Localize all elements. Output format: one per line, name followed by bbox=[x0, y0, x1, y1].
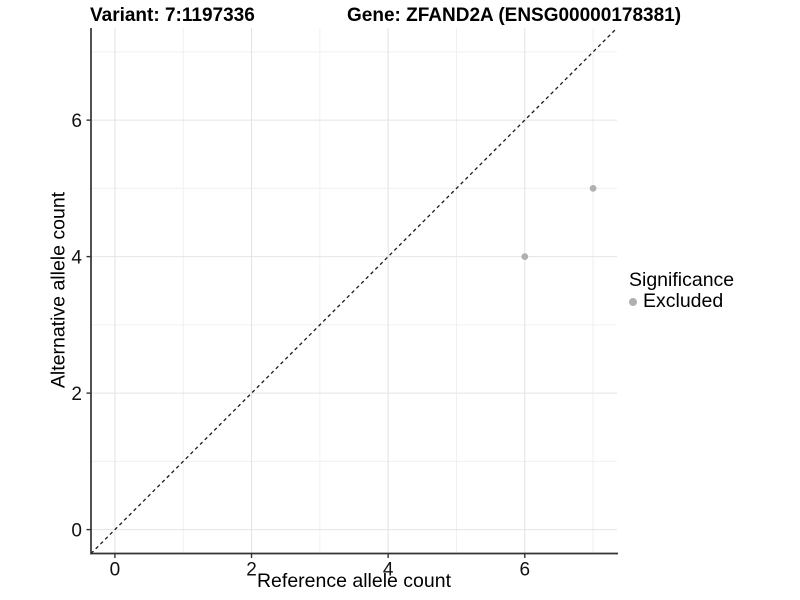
identity-reference-line bbox=[90, 27, 618, 554]
plot-title-gene: Gene: ZFAND2A (ENSG00000178381) bbox=[347, 5, 682, 26]
legend: Significance Excluded bbox=[629, 270, 734, 312]
y-axis-title: Alternative allele count bbox=[47, 191, 70, 389]
x-tick-label: 0 bbox=[110, 560, 121, 581]
x-tick-label: 2 bbox=[246, 560, 257, 581]
legend-title: Significance bbox=[629, 269, 735, 291]
y-tick-label: 6 bbox=[71, 111, 82, 132]
plot-title-variant: Variant: 7:1197336 bbox=[90, 5, 255, 26]
data-point bbox=[589, 184, 597, 192]
y-tick-label: 0 bbox=[71, 520, 82, 541]
legend-item-excluded: Excluded bbox=[629, 291, 734, 312]
legend-point-icon bbox=[629, 297, 637, 306]
data-point bbox=[521, 253, 529, 261]
legend-item-label: Excluded bbox=[643, 290, 724, 312]
y-tick-label: 4 bbox=[71, 247, 82, 268]
x-axis-title: Reference allele count bbox=[256, 570, 452, 592]
x-tick-label: 6 bbox=[519, 560, 530, 581]
x-tick-label: 4 bbox=[383, 560, 394, 581]
y-tick-label: 2 bbox=[71, 384, 82, 405]
